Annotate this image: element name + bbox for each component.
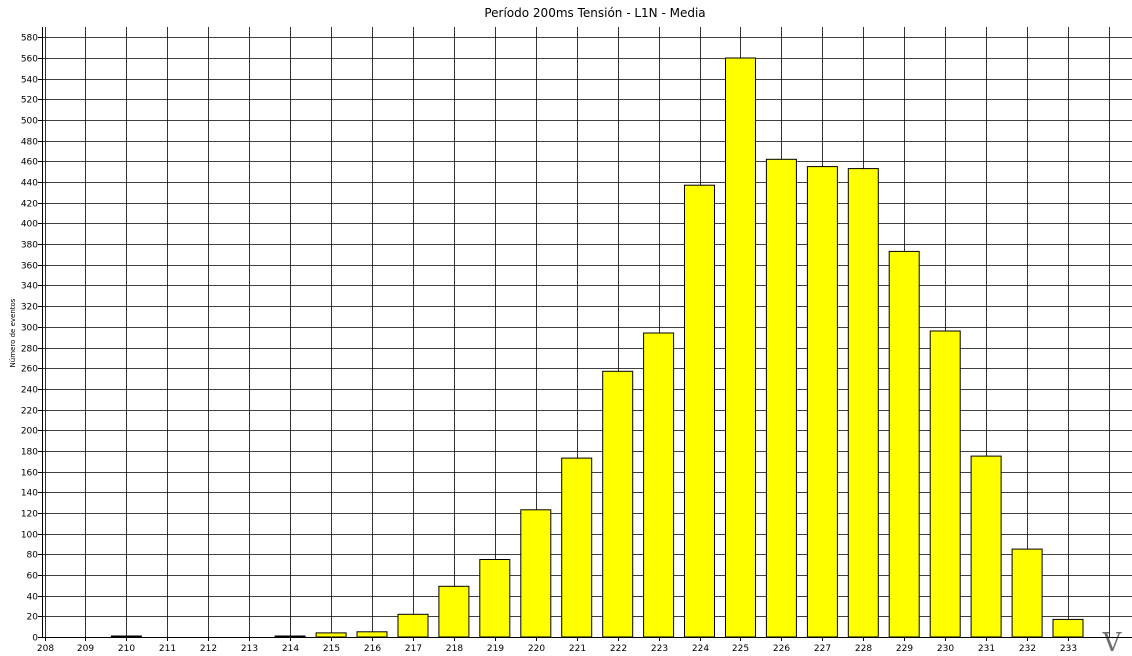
y-tick-label: 380 — [21, 241, 38, 251]
y-tick-label: 20 — [27, 613, 39, 623]
y-tick-label: 500 — [21, 117, 38, 127]
y-tick-label: 280 — [21, 345, 38, 355]
x-tick-label: 223 — [651, 644, 668, 654]
bar-233 — [1052, 618, 1084, 638]
y-tick-label: 300 — [21, 324, 38, 334]
bars — [110, 57, 1084, 638]
x-tick-label: 213 — [241, 644, 258, 654]
y-tick-label: 340 — [21, 282, 38, 292]
y-tick-label: 260 — [21, 365, 38, 375]
x-tick-label: 216 — [364, 644, 381, 654]
bar-224 — [684, 184, 715, 638]
bar-221 — [561, 457, 593, 638]
y-tick-label: 160 — [21, 469, 38, 479]
x-tick-label: 227 — [814, 644, 831, 654]
bar-219 — [479, 559, 511, 638]
y-tick-label: 180 — [21, 448, 38, 458]
x-tick-labels: 208 209 210 211 212 213 214 215 216 217 218 219 220 2… — [37, 644, 1077, 654]
y-tick-label: 440 — [21, 179, 38, 189]
y-tick-label: 80 — [27, 551, 39, 561]
x-tick-label: 229 — [896, 644, 913, 654]
y-tick-label: 420 — [21, 200, 38, 210]
y-tick-label: 240 — [21, 386, 38, 396]
y-axis-label: Número de eventos — [9, 298, 17, 367]
bar-232 — [1011, 548, 1043, 638]
y-tick-label: 60 — [27, 572, 39, 582]
x-axis-unit-label: V — [1102, 628, 1123, 656]
y-tick-label: 580 — [21, 34, 38, 44]
x-tick-label: 226 — [773, 644, 790, 654]
x-tick-label: 219 — [487, 644, 504, 654]
y-tick-label: 360 — [21, 262, 38, 272]
y-tick-label: 540 — [21, 76, 38, 86]
y-tick-labels: 0 20 40 60 80 100 120 140 160 180 200 220 240 260 280 3… — [21, 34, 38, 644]
x-tick-label: 221 — [569, 644, 586, 654]
x-tick-label: 218 — [446, 644, 463, 654]
x-tick-label: 228 — [855, 644, 872, 654]
y-tick-label: 520 — [21, 96, 38, 106]
y-tick-label: 0 — [32, 634, 38, 644]
bar-230 — [929, 330, 961, 638]
x-tick-label: 211 — [159, 644, 176, 654]
x-tick-label: 224 — [692, 644, 709, 654]
y-tick-label: 140 — [21, 489, 38, 499]
bar-227 — [806, 166, 838, 638]
y-tick-label: 120 — [21, 510, 38, 520]
bar-229 — [888, 250, 920, 638]
bar-210 — [110, 635, 142, 638]
x-tick-label: 209 — [77, 644, 94, 654]
y-tick-label: 560 — [21, 55, 38, 65]
x-tick-label: 220 — [528, 644, 545, 654]
bar-228 — [847, 168, 879, 638]
bar-217 — [397, 613, 429, 638]
x-tick-label: 212 — [200, 644, 217, 654]
x-tick-label: 225 — [732, 644, 749, 654]
bar-231 — [970, 455, 1002, 638]
y-tick-label: 100 — [21, 531, 38, 541]
axes — [38, 27, 1132, 641]
bar-218 — [438, 585, 470, 638]
x-tick-label: 214 — [282, 644, 299, 654]
x-tick-label: 230 — [937, 644, 954, 654]
x-tick-label: 217 — [405, 644, 422, 654]
x-tick-label: 215 — [323, 644, 340, 654]
bar-226 — [765, 158, 797, 638]
bar-220 — [520, 509, 552, 638]
x-tick-label: 210 — [118, 644, 135, 654]
bar-216 — [356, 631, 388, 638]
bar-215 — [315, 632, 347, 638]
y-tick-label: 480 — [21, 138, 38, 148]
x-tick-label: 231 — [978, 644, 995, 654]
x-tick-label: 233 — [1060, 644, 1077, 654]
y-tick-label: 220 — [21, 407, 38, 417]
x-tick-label: 232 — [1019, 644, 1036, 654]
bar-222 — [602, 370, 634, 638]
y-tick-label: 320 — [21, 303, 38, 313]
bar-214 — [274, 635, 306, 638]
x-tick-label: 222 — [610, 644, 627, 654]
y-tick-label: 400 — [21, 220, 38, 230]
y-tick-label: 200 — [21, 427, 38, 437]
bar-223 — [643, 332, 675, 638]
bar-225 — [725, 57, 756, 638]
chart-title: Período 200ms Tensión - L1N - Media — [484, 6, 705, 20]
y-tick-label: 40 — [27, 593, 39, 603]
y-tick-label: 460 — [21, 158, 38, 168]
x-tick-label: 208 — [37, 644, 54, 654]
